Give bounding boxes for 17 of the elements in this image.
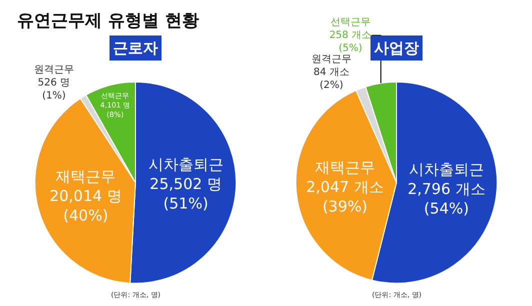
slice-label: 시차출퇴근 — [148, 155, 224, 174]
data-label: 2,047 개소 (39%) — [306, 178, 384, 216]
data-label: 84 개소 (2%) — [314, 66, 350, 91]
text: 유연근무제 유형별 현황 — [17, 11, 199, 31]
text: 사업장 — [374, 39, 419, 57]
slice-label: 시차출퇴근 — [408, 160, 484, 178]
data-label: 258 개소 (5%) — [329, 30, 372, 54]
data-label: 526 명 (1%) — [38, 78, 70, 102]
data-label: 2,796 개소 (54%) — [408, 180, 486, 218]
slice-label: 원격근무 — [34, 64, 74, 76]
chart-title: 근로자 — [113, 39, 158, 57]
data-label: 25,502 명 (51%) — [150, 174, 222, 212]
slice-label: 재택근무 — [314, 158, 375, 176]
slice-label: 원격근무 — [311, 54, 352, 65]
slice-label: 선택근무 — [330, 16, 370, 28]
data-label: 20,014 명 (40%) — [50, 187, 122, 225]
slice-label: 재택근무 — [56, 168, 116, 186]
